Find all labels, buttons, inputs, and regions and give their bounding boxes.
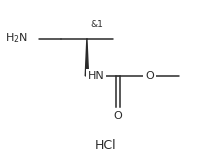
Text: H$_2$N: H$_2$N	[5, 32, 28, 45]
Polygon shape	[85, 38, 89, 76]
Text: HCl: HCl	[94, 139, 116, 152]
Text: O: O	[114, 111, 123, 121]
Text: O: O	[145, 71, 154, 81]
Text: HN: HN	[88, 71, 105, 81]
Text: &1: &1	[91, 20, 103, 29]
